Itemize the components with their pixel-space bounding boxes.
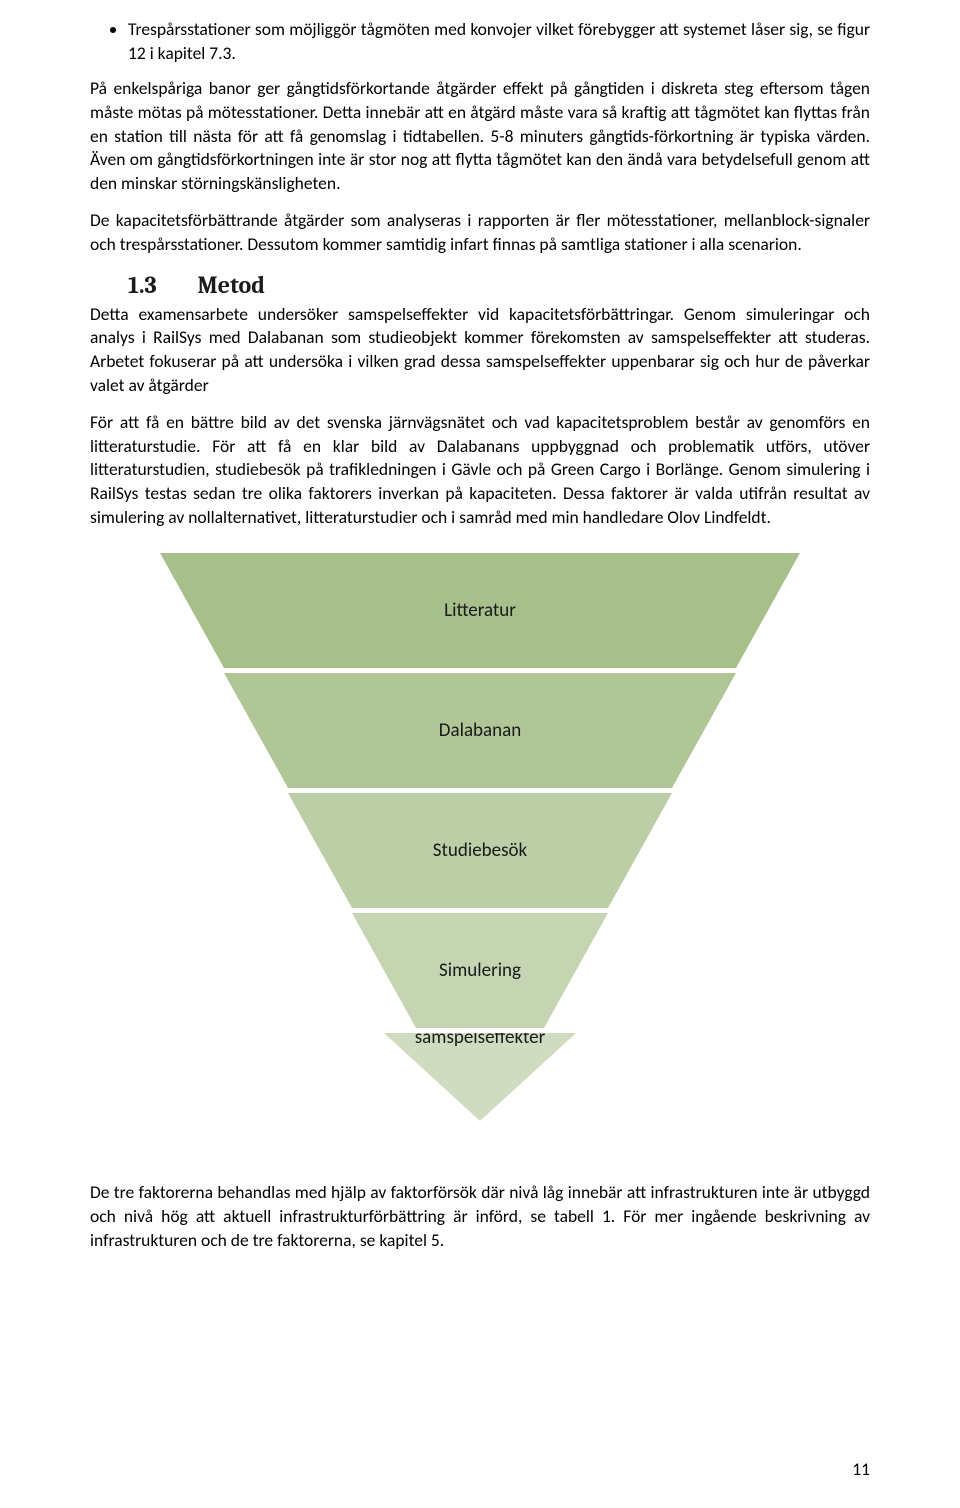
funnel-layer: Studiebesök xyxy=(288,793,672,908)
page: Trespårsstationer som möjliggör tågmöten… xyxy=(0,0,960,1508)
paragraph: De kapacitetsförbättrande åtgärder som a… xyxy=(90,209,870,256)
page-number: 11 xyxy=(852,1458,870,1480)
heading-number: 1.3 xyxy=(128,271,194,299)
paragraph: Detta examensarbete undersöker samspelse… xyxy=(90,303,870,398)
funnel-layer-label: Studiebesök xyxy=(288,840,672,862)
paragraph: För att få en bättre bild av det svenska… xyxy=(90,411,870,529)
funnel-layer: Simulering xyxy=(352,913,608,1028)
bullet-item: Trespårsstationer som möjliggör tågmöten… xyxy=(128,18,870,65)
section-heading: 1.3 Metod xyxy=(90,271,870,299)
paragraph: De tre faktorerna behandlas med hjälp av… xyxy=(90,1181,870,1252)
bullet-list: Trespårsstationer som möjliggör tågmöten… xyxy=(90,18,870,65)
funnel-layer-label: Dalabanan xyxy=(224,720,736,742)
paragraph: På enkelspåriga banor ger gångtidsförkor… xyxy=(90,77,870,195)
funnel-layer-label: Beräknasamspelseffekter xyxy=(384,1033,576,1049)
funnel-layer: Dalabanan xyxy=(224,673,736,788)
funnel-layer: Beräknasamspelseffekter xyxy=(384,1033,576,1121)
funnel-layer-label: Litteratur xyxy=(160,600,800,622)
funnel-layer: Litteratur xyxy=(160,553,800,668)
funnel-layer-label: Simulering xyxy=(352,960,608,982)
heading-text: Metod xyxy=(198,271,265,299)
funnel-diagram: Litteratur Dalabanan Studiebesök Simulering… xyxy=(160,553,800,1121)
